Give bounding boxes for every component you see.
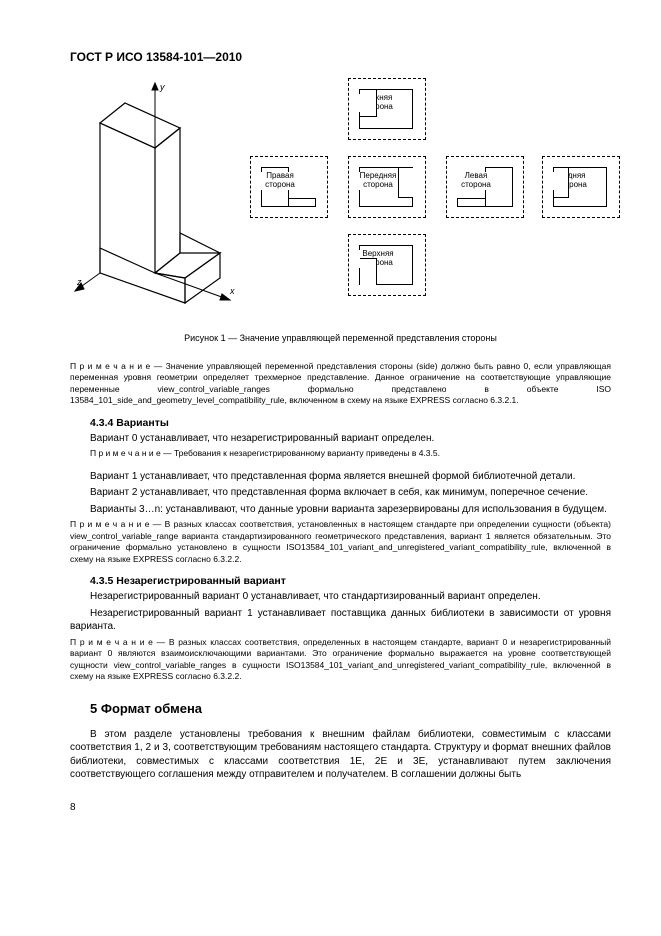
p434-note: П р и м е ч а н и е — Требования к незар…: [70, 448, 611, 459]
p434-4: Варианты 3…n: устанавливают, что данные …: [70, 503, 611, 517]
note-3: П р и м е ч а н и е — В разных классах с…: [70, 637, 611, 683]
p435-1: Незарегистрированный вариант 0 устанавли…: [70, 590, 611, 604]
face-front: Передняя сторона: [348, 156, 426, 218]
doc-header: ГОСТ Р ИСО 13584-101—2010: [70, 50, 611, 64]
face-front-label: Передняя сторона: [354, 172, 402, 190]
p435-2: Незарегистрированный вариант 1 устанавли…: [70, 607, 611, 634]
page-number: 8: [70, 802, 611, 813]
p5: В этом разделе установлены требования к …: [70, 728, 611, 782]
note-1: П р и м е ч а н и е — Значение управляющ…: [70, 361, 611, 407]
heading-435: 4.3.5 Незарегистрированный вариант: [70, 575, 611, 587]
figure-1: y x z Нижняя сторона Правая сторона Пере…: [70, 78, 611, 323]
heading-5: 5 Формат обмена: [70, 701, 611, 716]
face-back: Задняя сторона: [542, 156, 620, 218]
note-2: П р и м е ч а н и е — В разных классах с…: [70, 519, 611, 565]
face-left-label: Левая сторона: [452, 172, 500, 190]
figure-caption: Рисунок 1 — Значение управляющей перемен…: [70, 333, 611, 343]
face-bottom: Верхняя сторона: [348, 234, 426, 296]
p434-3: Вариант 2 устанавливает, что представлен…: [70, 486, 611, 500]
p434-1: Вариант 0 устанавливает, что незарегистр…: [70, 432, 611, 446]
axis-y: y: [159, 82, 165, 92]
face-left: Левая сторона: [446, 156, 524, 218]
face-right-label: Правая сторона: [256, 172, 304, 190]
face-right: Правая сторона: [250, 156, 328, 218]
face-top: Нижняя сторона: [348, 78, 426, 140]
axis-x: x: [229, 286, 235, 296]
axis-z: z: [76, 277, 82, 287]
heading-434: 4.3.4 Варианты: [70, 417, 611, 429]
p434-2: Вариант 1 устанавливает, что представлен…: [70, 470, 611, 484]
isometric-block: y x z: [70, 78, 240, 313]
